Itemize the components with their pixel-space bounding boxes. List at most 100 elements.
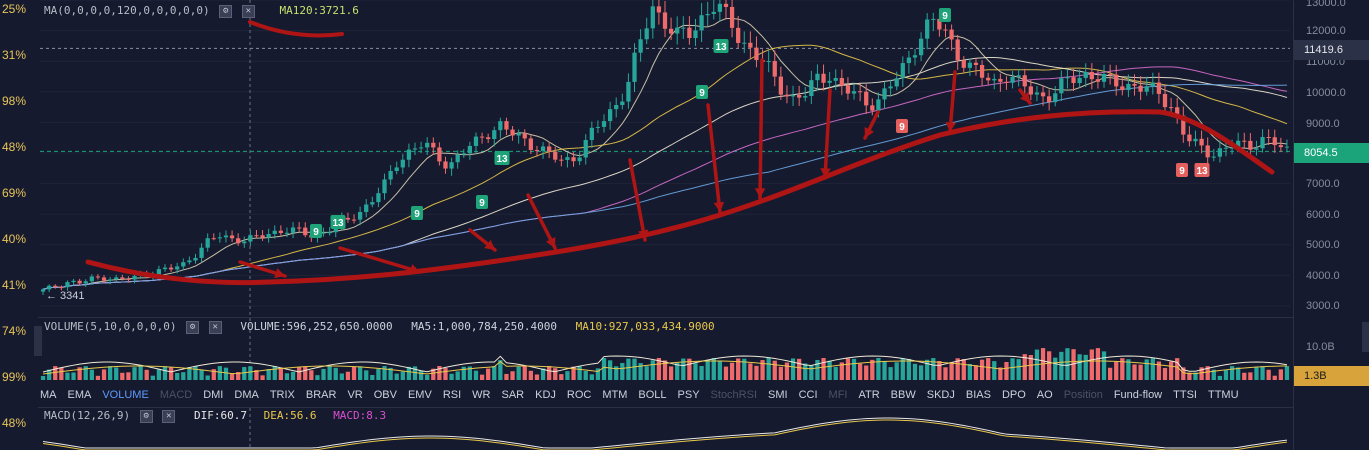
- volume-bar: [943, 367, 948, 380]
- volume-bar: [1193, 372, 1198, 380]
- candle-body: [449, 162, 454, 169]
- indicator-tab-boll[interactable]: BOLL: [638, 389, 667, 401]
- indicator-tab-emv[interactable]: EMV: [407, 389, 432, 401]
- indicator-tab-smi[interactable]: SMI: [768, 389, 788, 401]
- volume-bar: [668, 366, 674, 380]
- candle-body: [406, 149, 412, 160]
- td-label-badge: [411, 206, 423, 220]
- indicator-tab-cci[interactable]: CCI: [798, 389, 818, 401]
- candle-body: [943, 29, 948, 31]
- indicator-tab-fund-flow[interactable]: Fund-flow: [1113, 389, 1163, 401]
- volume-bar: [797, 358, 802, 380]
- indicator-tab-ema[interactable]: EMA: [67, 389, 92, 401]
- indicator-tab-bias[interactable]: BIAS: [965, 389, 991, 401]
- volume-bar: [1022, 354, 1027, 380]
- indicator-tab-volume[interactable]: VOLUME: [102, 389, 149, 401]
- indicator-tab-skdj[interactable]: SKDJ: [926, 389, 955, 401]
- volume-bar: [620, 362, 625, 380]
- candle-body: [784, 94, 790, 97]
- price-axis[interactable]: 13000.0 12000.0 11000.0 10000.0 9000.0 7…: [1293, 0, 1369, 450]
- candle-body: [1016, 75, 1021, 77]
- percent-label: 31%: [2, 48, 27, 62]
- indicator-tab-mfi[interactable]: MFI: [828, 389, 848, 401]
- indicator-tab-position[interactable]: Position: [1063, 389, 1103, 401]
- indicator-tab-trix[interactable]: TRIX: [269, 389, 295, 401]
- indicator-tab-ttsi[interactable]: TTSI: [1173, 389, 1197, 401]
- td-label-text: 9: [313, 227, 319, 238]
- indicator-tab-mtm[interactable]: MTM: [602, 389, 628, 401]
- candle-body: [492, 130, 497, 140]
- volume-bar: [1156, 361, 1162, 380]
- td-label-badge: [939, 8, 951, 22]
- pane-divider[interactable]: [38, 317, 1293, 318]
- volume-bar: [736, 358, 741, 380]
- volume-bar: [925, 359, 930, 380]
- volume-bar: [644, 366, 649, 380]
- indicator-tab-brar[interactable]: BRAR: [305, 389, 337, 401]
- indicator-tab-ao[interactable]: AO: [1036, 389, 1053, 401]
- volume-bar: [467, 366, 473, 380]
- td-label-badge: [896, 119, 908, 133]
- candle-body: [992, 78, 997, 81]
- indicator-tab-wr[interactable]: WR: [472, 389, 491, 401]
- indicator-tab-psy[interactable]: PSY: [677, 389, 700, 401]
- close-icon[interactable]: ✕: [241, 4, 255, 18]
- settings-icon[interactable]: ⚙: [219, 4, 233, 18]
- indicator-tab-dpo[interactable]: DPO: [1001, 389, 1026, 401]
- candle-body: [290, 227, 296, 233]
- indicator-tab-ttmu[interactable]: TTMU: [1207, 389, 1239, 401]
- volume-bar: [1144, 359, 1149, 380]
- indicator-tab-vr[interactable]: VR: [347, 389, 363, 401]
- close-icon[interactable]: ✕: [162, 409, 176, 423]
- candle-body: [40, 289, 46, 292]
- volume-ma5-line: [42, 355, 1288, 373]
- volume-ma5-value: MA5:1,000,784,250.4000: [411, 320, 557, 333]
- volume-bar: [961, 359, 966, 380]
- volume-bar: [626, 358, 631, 380]
- indicator-tab-stochrsi[interactable]: StochRSI: [710, 389, 758, 401]
- volume-bar: [272, 366, 277, 380]
- candle-body: [400, 159, 405, 168]
- pane-collapse-handle[interactable]: [1362, 322, 1369, 352]
- indicator-tab-atr[interactable]: ATR: [858, 389, 880, 401]
- macd-dea-line: [42, 419, 1288, 450]
- pane-collapse-handle[interactable]: [34, 326, 42, 356]
- volume-bar: [242, 367, 247, 380]
- volume-bar: [547, 366, 552, 380]
- indicator-tab-dma[interactable]: DMA: [234, 389, 259, 401]
- candle-body: [1181, 115, 1186, 135]
- candle-body: [870, 105, 875, 111]
- td-label-badge: [1176, 163, 1188, 177]
- volume-bar: [748, 363, 753, 380]
- candle-body: [949, 29, 954, 40]
- td-label-badge: [310, 224, 322, 238]
- volume-bar: [778, 366, 783, 380]
- indicator-tab-obv[interactable]: OBV: [373, 389, 397, 401]
- settings-icon[interactable]: ⚙: [139, 409, 153, 423]
- candle-body: [376, 193, 381, 203]
- volume-bar: [955, 358, 960, 380]
- indicator-tab-macd[interactable]: MACD: [159, 389, 193, 401]
- indicator-tab-sar[interactable]: SAR: [501, 389, 525, 401]
- ma-extra-long-line: [42, 66, 1288, 290]
- volume-bar: [931, 358, 936, 380]
- candle-body: [443, 161, 448, 169]
- pane-divider[interactable]: [38, 407, 1293, 408]
- candle-body: [504, 121, 509, 130]
- indicator-tab-rsi[interactable]: RSI: [442, 389, 462, 401]
- indicator-tab-kdj[interactable]: KDJ: [535, 389, 556, 401]
- close-icon[interactable]: ✕: [208, 320, 222, 334]
- indicator-tab-roc[interactable]: ROC: [566, 389, 592, 401]
- indicator-tab-bbw[interactable]: BBW: [890, 389, 916, 401]
- indicator-tab-ma[interactable]: MA: [40, 389, 57, 401]
- indicator-tab-dmi[interactable]: DMI: [203, 389, 224, 401]
- candle-body: [809, 80, 814, 97]
- volume-bar: [681, 358, 686, 380]
- candle-body: [614, 105, 619, 110]
- volume-bar: [473, 370, 479, 380]
- volume-bar: [1175, 358, 1180, 380]
- settings-icon[interactable]: ⚙: [186, 320, 200, 334]
- price-tick: 7000.0: [1306, 178, 1340, 190]
- candle-body: [1101, 74, 1107, 82]
